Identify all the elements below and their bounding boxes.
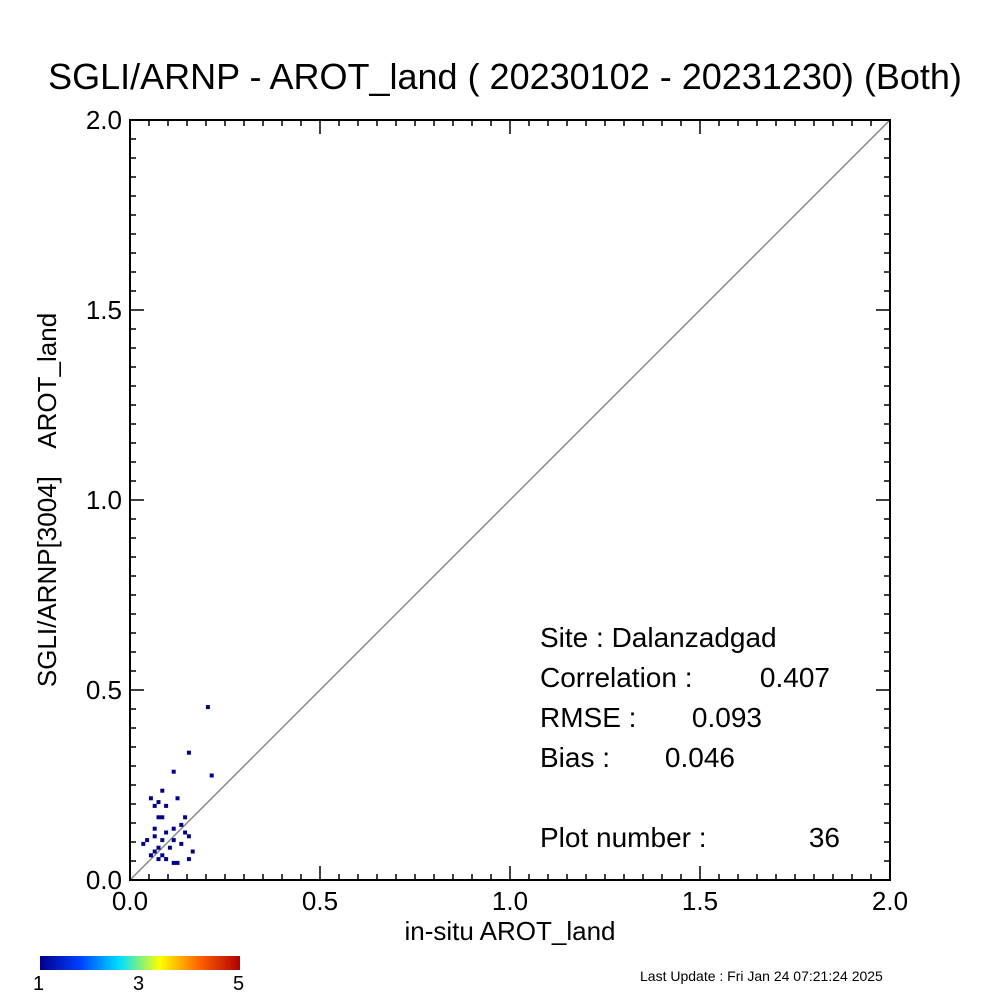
data-point bbox=[171, 826, 176, 831]
y-tick-label: 2.0 bbox=[86, 105, 122, 135]
data-point bbox=[152, 849, 157, 854]
bias-label: Bias : bbox=[540, 742, 611, 773]
data-point bbox=[190, 849, 195, 854]
data-point bbox=[164, 803, 169, 808]
data-point bbox=[152, 803, 157, 808]
data-point bbox=[171, 769, 176, 774]
colorbar-max-label: 5 bbox=[233, 973, 245, 995]
data-point bbox=[186, 750, 191, 755]
data-point bbox=[179, 822, 184, 827]
data-point bbox=[205, 705, 210, 710]
correlation-label: Correlation : bbox=[540, 662, 693, 693]
plot-number-label: Plot number : bbox=[540, 822, 707, 853]
data-point bbox=[183, 815, 188, 820]
plot-frame bbox=[129, 119, 891, 881]
one-to-one-line bbox=[129, 119, 891, 881]
tick-labels: 0.0 0.5 1.0 1.5 2.0 0.0 0.5 1.0 1.5 2.0 bbox=[86, 105, 908, 916]
data-point bbox=[160, 853, 165, 858]
y-tick-label: 0.5 bbox=[86, 675, 122, 705]
x-tick-label: 2.0 bbox=[872, 886, 908, 916]
data-point bbox=[152, 826, 157, 831]
data-point bbox=[145, 838, 150, 843]
bias-value: 0.046 bbox=[664, 742, 735, 773]
x-tick-label: 1.5 bbox=[682, 886, 718, 916]
y-tick-label: 0.0 bbox=[86, 865, 122, 895]
x-tick-label: 0.0 bbox=[112, 886, 148, 916]
data-point bbox=[183, 830, 188, 835]
colorbar-min-label: 1 bbox=[33, 973, 45, 995]
data-point bbox=[156, 800, 161, 805]
colorbar bbox=[40, 956, 240, 970]
data-point bbox=[164, 830, 169, 835]
plot-number-value: 36 bbox=[808, 822, 840, 853]
data-point bbox=[156, 857, 161, 862]
data-points bbox=[141, 705, 214, 865]
data-point bbox=[152, 834, 157, 839]
rmse-label: RMSE : bbox=[540, 702, 637, 733]
site-label: Site : Dalanzadgad bbox=[540, 622, 777, 653]
x-axis-label: in-situ AROT_land bbox=[405, 916, 616, 946]
data-point bbox=[186, 834, 191, 839]
data-point bbox=[171, 838, 176, 843]
data-point bbox=[171, 860, 176, 865]
data-point bbox=[186, 857, 191, 862]
data-point bbox=[156, 815, 161, 820]
rmse-value: 0.093 bbox=[691, 702, 762, 733]
data-point bbox=[160, 815, 165, 820]
correlation-value: 0.407 bbox=[759, 662, 830, 693]
data-point bbox=[209, 773, 214, 778]
y-tick-label: 1.0 bbox=[86, 485, 122, 515]
data-point bbox=[175, 860, 180, 865]
data-point bbox=[160, 788, 165, 793]
data-point bbox=[156, 845, 161, 850]
x-tick-label: 1.0 bbox=[492, 886, 528, 916]
data-point bbox=[175, 796, 180, 801]
last-update-text: Last Update : Fri Jan 24 07:21:24 2025 bbox=[640, 968, 883, 984]
data-point bbox=[141, 841, 146, 846]
data-point bbox=[167, 845, 172, 850]
colorbar-mid-label: 3 bbox=[133, 973, 145, 995]
data-point bbox=[179, 841, 184, 846]
y-axis-label: SGLI/ARNP[3004] AROT_land bbox=[32, 313, 62, 687]
y-tick-label: 1.5 bbox=[86, 295, 122, 325]
data-point bbox=[164, 857, 169, 862]
data-point bbox=[148, 796, 153, 801]
x-tick-label: 0.5 bbox=[302, 886, 338, 916]
chart-title: SGLI/ARNP - AROT_land ( 20230102 - 20231… bbox=[48, 56, 962, 97]
data-point bbox=[148, 853, 153, 858]
data-point bbox=[160, 838, 165, 843]
